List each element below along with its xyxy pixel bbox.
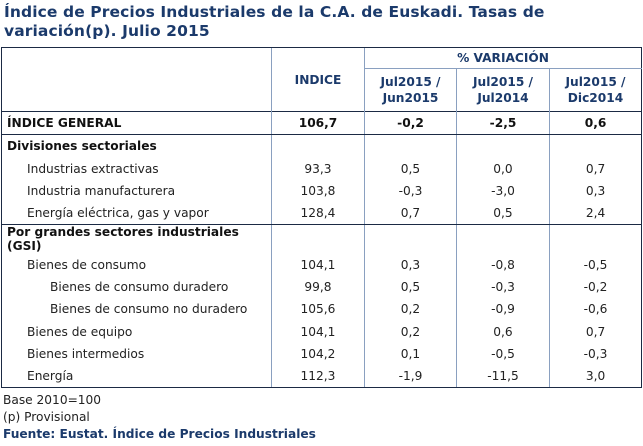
footnote-base: Base 2010=100: [3, 393, 102, 407]
header-blank: [1, 47, 272, 112]
row-label: Bienes de consumo duradero: [1, 275, 272, 299]
row-v3: 0,6: [548, 110, 643, 136]
row-label: Bienes intermedios: [1, 342, 272, 365]
row-v1: 0,5: [364, 275, 457, 299]
row-indice: 93,3: [271, 157, 365, 180]
row-v3: 2,4: [548, 202, 643, 226]
row-v1: 0,1: [364, 342, 457, 365]
page-title: Índice de Precios Industriales de la C.A…: [4, 3, 545, 40]
header-col-3: Jul2015 /Dic2014: [548, 68, 643, 112]
row-v1: 0,2: [364, 298, 457, 321]
section-title: Divisiones sectoriales: [1, 134, 272, 158]
row-indice: 103,8: [271, 179, 365, 203]
row-v2: -0,5: [456, 342, 550, 365]
table-row: Industria manufacturera 103,8 -0,3 -3,0 …: [1, 179, 643, 203]
row-indice: 104,1: [271, 253, 365, 276]
header-col-2: Jul2015 /Jul2014: [456, 68, 550, 112]
row-v2: 0,5: [456, 202, 550, 226]
row-v2: -2,5: [456, 110, 550, 136]
table-row: Bienes de consumo duradero 99,8 0,5 -0,3…: [1, 275, 643, 299]
row-indice: 104,1: [271, 320, 365, 343]
data-table: INDICE % VARIACIÓN Jul2015 /Jun2015 Jul2…: [1, 47, 643, 389]
table-row: Bienes de consumo no duradero 105,6 0,2 …: [1, 298, 643, 321]
row-indice: 99,8: [271, 275, 365, 299]
row-v2: -3,0: [456, 179, 550, 203]
row-indice: 106,7: [271, 110, 365, 136]
row-v1: 0,7: [364, 202, 457, 226]
row-v1: -1,9: [364, 364, 457, 389]
row-label: Energía: [1, 364, 272, 389]
section-title: Por grandes sectores industriales (GSI): [1, 224, 272, 254]
table-row: Bienes de equipo 104,1 0,2 0,6 0,7: [1, 320, 643, 343]
row-v3: -0,5: [548, 253, 643, 276]
header-indice: INDICE: [271, 47, 365, 112]
row-v2: 0,0: [456, 157, 550, 180]
row-indice: 128,4: [271, 202, 365, 226]
row-v3: 0,7: [548, 157, 643, 180]
row-v2: 0,6: [456, 320, 550, 343]
row-v2: -0,9: [456, 298, 550, 321]
row-label: Bienes de consumo: [1, 253, 272, 276]
row-v3: 3,0: [548, 364, 643, 389]
row-label: Bienes de consumo no duradero: [1, 298, 272, 321]
row-v3: 0,7: [548, 320, 643, 343]
row-label: Industrias extractivas: [1, 157, 272, 180]
table-row: Energía eléctrica, gas y vapor 128,4 0,7…: [1, 202, 643, 226]
row-v1: 0,5: [364, 157, 457, 180]
row-label: ÍNDICE GENERAL: [1, 110, 272, 136]
row-v3: 0,3: [548, 179, 643, 203]
row-indice-general: ÍNDICE GENERAL 106,7 -0,2 -2,5 0,6: [1, 110, 643, 136]
row-v2: -11,5: [456, 364, 550, 389]
row-v1: 0,3: [364, 253, 457, 276]
table-row: Industrias extractivas 93,3 0,5 0,0 0,7: [1, 157, 643, 180]
footnote-provisional: (p) Provisional: [3, 410, 90, 424]
row-label: Industria manufacturera: [1, 179, 272, 203]
row-v1: 0,2: [364, 320, 457, 343]
row-label: Bienes de equipo: [1, 320, 272, 343]
header-variacion: % VARIACIÓN: [363, 47, 643, 69]
row-v2: -0,8: [456, 253, 550, 276]
source-note: Fuente: Eustat. Índice de Precios Indust…: [3, 427, 316, 441]
row-indice: 104,2: [271, 342, 365, 365]
table-row: Bienes intermedios 104,2 0,1 -0,5 -0,3: [1, 342, 643, 365]
row-v1: -0,2: [364, 110, 457, 136]
row-v3: -0,3: [548, 342, 643, 365]
row-v3: -0,6: [548, 298, 643, 321]
section-header: Divisiones sectoriales: [1, 134, 643, 158]
row-v1: -0,3: [364, 179, 457, 203]
row-label: Energía eléctrica, gas y vapor: [1, 202, 272, 226]
row-indice: 112,3: [271, 364, 365, 389]
row-indice: 105,6: [271, 298, 365, 321]
table-row: Bienes de consumo 104,1 0,3 -0,8 -0,5: [1, 253, 643, 276]
row-v3: -0,2: [548, 275, 643, 299]
header-col-1: Jul2015 /Jun2015: [364, 68, 457, 112]
row-v2: -0,3: [456, 275, 550, 299]
table-row: Energía 112,3 -1,9 -11,5 3,0: [1, 364, 643, 389]
section-header: Por grandes sectores industriales (GSI): [1, 224, 643, 254]
